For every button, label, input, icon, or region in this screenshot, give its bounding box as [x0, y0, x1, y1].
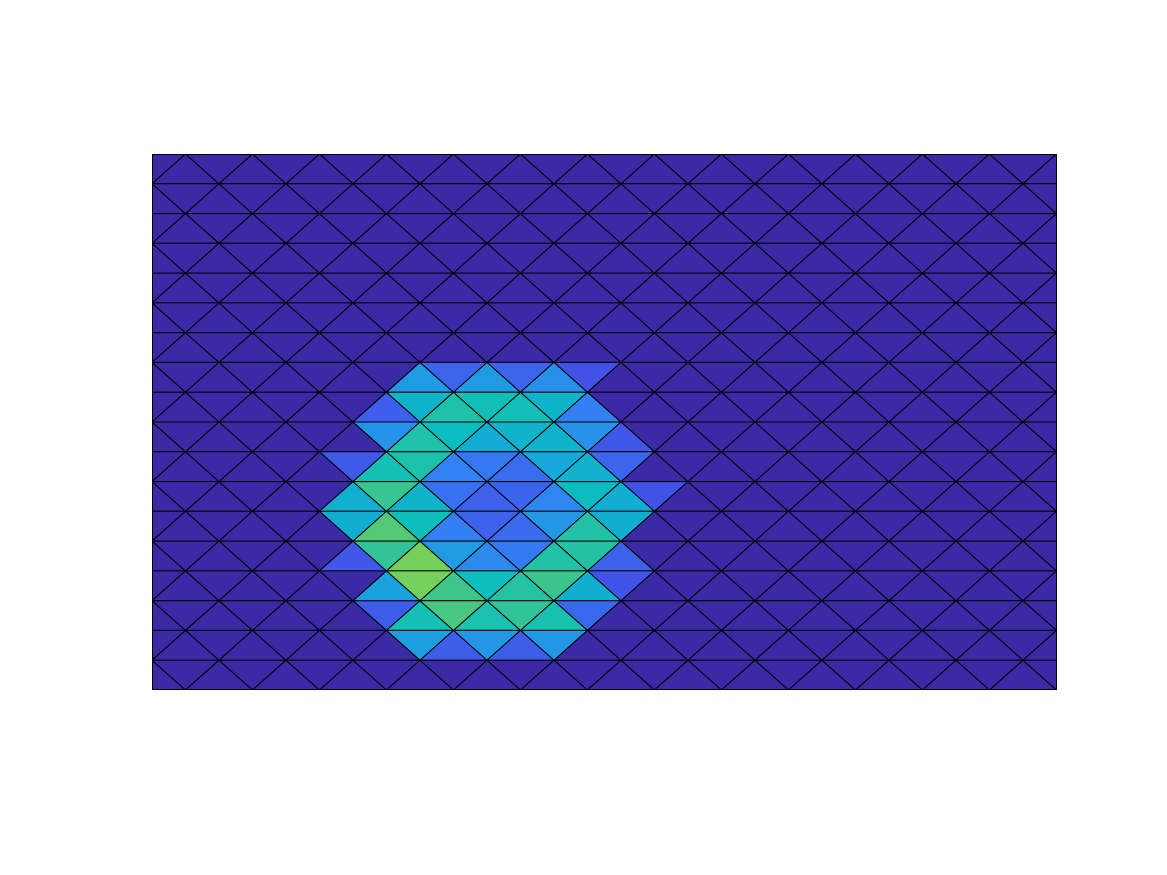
mesh-border [152, 154, 1057, 690]
mesh-plot [152, 154, 1057, 690]
mesh-triangles [152, 154, 1057, 690]
